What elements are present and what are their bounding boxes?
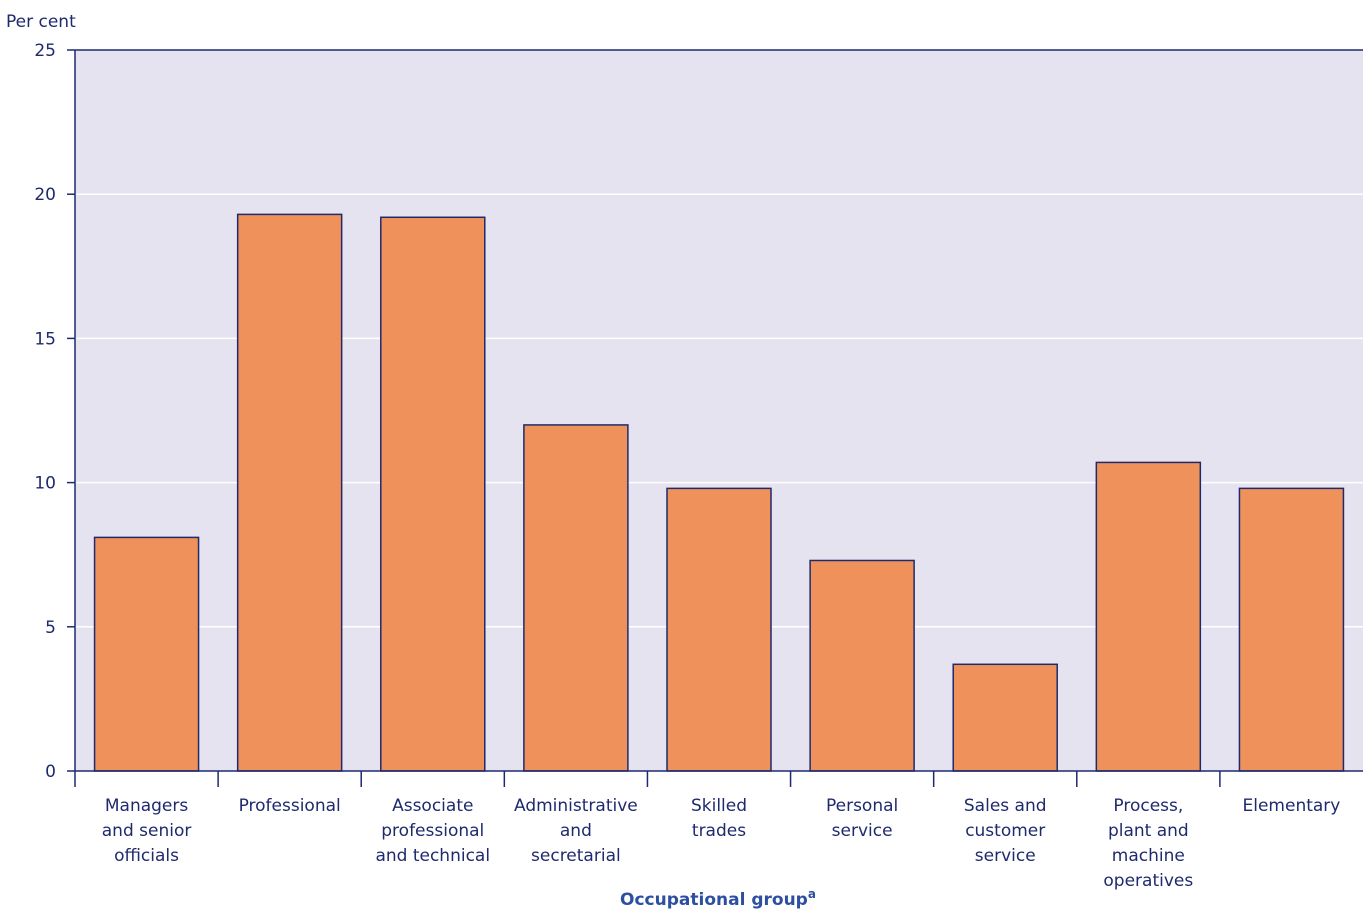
x-tick-label: Associate professional and technical [375, 796, 490, 866]
x-tick-label-line: Managers [105, 796, 189, 816]
x-tick-label-line: Elementary [1243, 796, 1341, 816]
x-tick-label-line: and senior [102, 821, 192, 841]
x-tick-label: Elementary [1243, 796, 1341, 816]
x-tick-label-line: machine [1112, 846, 1185, 866]
x-tick-label: Personal service [826, 796, 898, 841]
x-tick-label: Professional [239, 796, 341, 816]
x-tick-label: Sales and customer service [964, 796, 1047, 866]
x-tick-label-line: customer [965, 821, 1045, 841]
x-tick-label: Skilled trades [691, 796, 747, 841]
bar [1238, 487, 1345, 772]
x-axis-title: Occupational groupa [620, 887, 816, 910]
bar [93, 536, 200, 772]
x-tick-label-line: and technical [375, 846, 490, 866]
x-axis-title-text: Occupational group [620, 890, 808, 910]
bar [666, 487, 772, 772]
bar [1095, 461, 1202, 772]
axes [67, 49, 1363, 787]
y-tick-label: 20 [34, 185, 56, 205]
y-tick-label: 0 [45, 762, 56, 782]
bar [380, 216, 486, 772]
x-tick-label-line: trades [692, 821, 746, 841]
y-tick-label: 25 [34, 41, 56, 61]
y-axis-label: Per cent [6, 12, 76, 32]
x-tick-labels: Managers and senior officials Professional A… [102, 796, 1341, 891]
y-tick-label: 5 [45, 618, 56, 638]
x-tick-label: Administrative and secretarial [514, 796, 638, 866]
x-tick-label-line: Personal [826, 796, 898, 816]
x-tick-label-line: service [832, 821, 893, 841]
x-tick-label-line: Sales and [964, 796, 1047, 816]
x-tick-label-line: Associate [392, 796, 473, 816]
x-tick-label-line: professional [381, 821, 484, 841]
x-tick-label: Process, plant and machine operatives [1103, 796, 1193, 891]
y-tick-labels: 0 5 10 15 20 25 [34, 41, 56, 782]
x-tick-label-line: officials [114, 846, 179, 866]
bar [236, 213, 343, 772]
x-tick-label-line: Skilled [691, 796, 747, 816]
x-tick-label: Managers and senior officials [102, 796, 192, 866]
x-tick-label-line: Administrative [514, 796, 638, 816]
x-tick-label-line: service [975, 846, 1036, 866]
x-tick-label-line: secretarial [531, 846, 621, 866]
y-tick-label: 10 [34, 474, 56, 494]
x-tick-label-line: Professional [239, 796, 341, 816]
bar [809, 559, 915, 772]
x-tick-label-line: plant and [1108, 821, 1189, 841]
y-tick-label: 15 [34, 329, 56, 349]
bar [952, 663, 1058, 772]
x-tick-label-line: and [560, 821, 592, 841]
x-tick-label-line: operatives [1103, 871, 1193, 891]
x-axis-title-superscript: a [808, 887, 816, 901]
bars [93, 213, 1345, 772]
bar [523, 424, 629, 772]
x-tick-label-line: Process, [1113, 796, 1183, 816]
